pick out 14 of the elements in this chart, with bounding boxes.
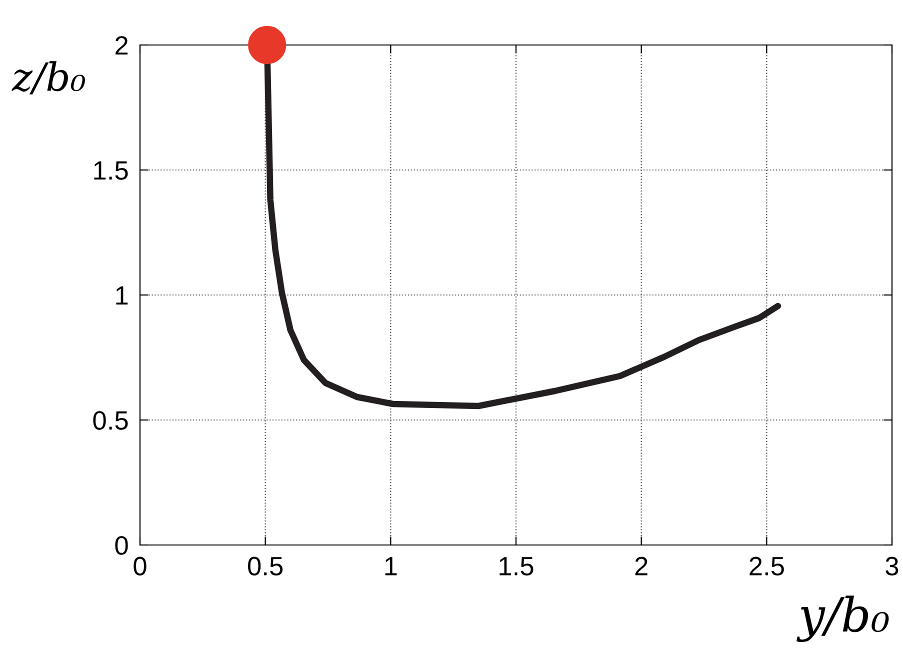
x-axis-title: y/b₀ bbox=[796, 596, 889, 642]
y-tick-label: 1.5 bbox=[94, 161, 128, 180]
x-tick-label: 0.5 bbox=[248, 556, 283, 576]
x-tick-label: 0 bbox=[134, 556, 146, 576]
x-tick-label: 1.5 bbox=[500, 557, 534, 576]
y-tick-label: 1 bbox=[116, 286, 128, 305]
x-tick-label: 2.5 bbox=[750, 556, 784, 576]
x-tick-label: 2 bbox=[635, 556, 648, 576]
y-axis-title: z/b₀ bbox=[12, 61, 86, 94]
y-tick-label: 0.5 bbox=[93, 411, 128, 430]
x-tick-label: 1 bbox=[385, 557, 397, 576]
y-tick-label: 2 bbox=[116, 36, 128, 55]
x-tick-label: 3 bbox=[886, 556, 898, 576]
y-tick-label: 0 bbox=[115, 536, 128, 555]
